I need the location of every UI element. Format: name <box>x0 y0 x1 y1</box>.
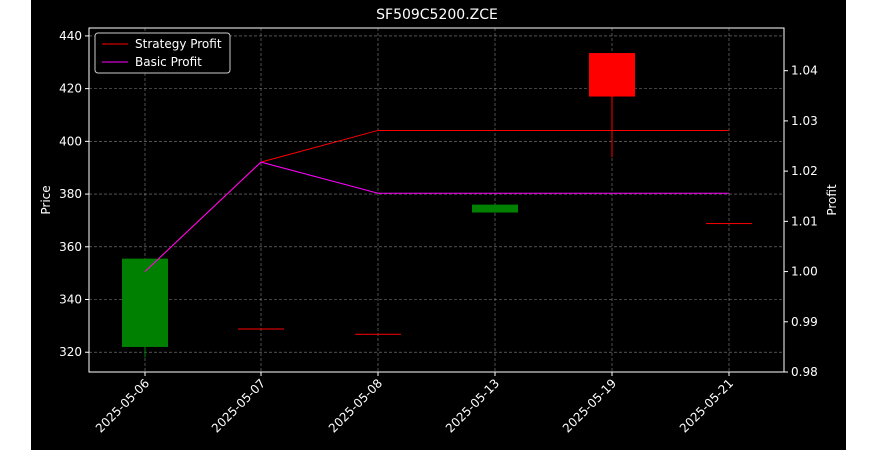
legend-label-strategy: Strategy Profit <box>135 37 222 51</box>
series-line-basic-profit <box>144 161 729 272</box>
figure-background <box>31 0 846 450</box>
right-axis: 0.98 0.99 1.00 1.01 1.02 1.03 1.04 <box>784 64 818 379</box>
left-tick-label: 380 <box>59 187 82 201</box>
right-tick-label: 1.04 <box>791 64 818 78</box>
profit-lines <box>144 129 729 272</box>
candle-body <box>122 258 168 347</box>
left-tick-label: 320 <box>59 345 82 359</box>
chart-title: SF509C5200.ZCE <box>376 7 498 23</box>
legend: Strategy Profit Basic Profit <box>94 32 231 74</box>
left-tick-label: 420 <box>59 82 82 96</box>
left-tick-label: 360 <box>59 240 82 254</box>
right-axis-label: Profit <box>825 184 839 216</box>
candle-body <box>589 53 635 97</box>
right-tick-label: 0.98 <box>791 365 818 379</box>
left-tick-label: 440 <box>59 29 82 43</box>
legend-label-basic: Basic Profit <box>135 55 202 69</box>
right-tick-label: 1.00 <box>791 265 818 279</box>
candle-body <box>238 328 284 330</box>
right-tick-label: 1.03 <box>791 114 818 128</box>
left-tick-label: 340 <box>59 293 82 307</box>
right-tick-label: 0.99 <box>791 315 818 329</box>
right-tick-label: 1.01 <box>791 214 818 228</box>
candle-body <box>355 333 401 335</box>
left-axis-label: Price <box>39 185 53 214</box>
right-tick-label: 1.02 <box>791 164 818 178</box>
left-tick-label: 400 <box>59 134 82 148</box>
candles <box>122 53 752 358</box>
candle-body <box>706 223 752 225</box>
legend-box <box>94 32 231 74</box>
left-axis: 320 340 360 380 400 420 440 <box>59 29 89 359</box>
candle-body <box>472 204 518 213</box>
plot-frame <box>88 27 785 373</box>
